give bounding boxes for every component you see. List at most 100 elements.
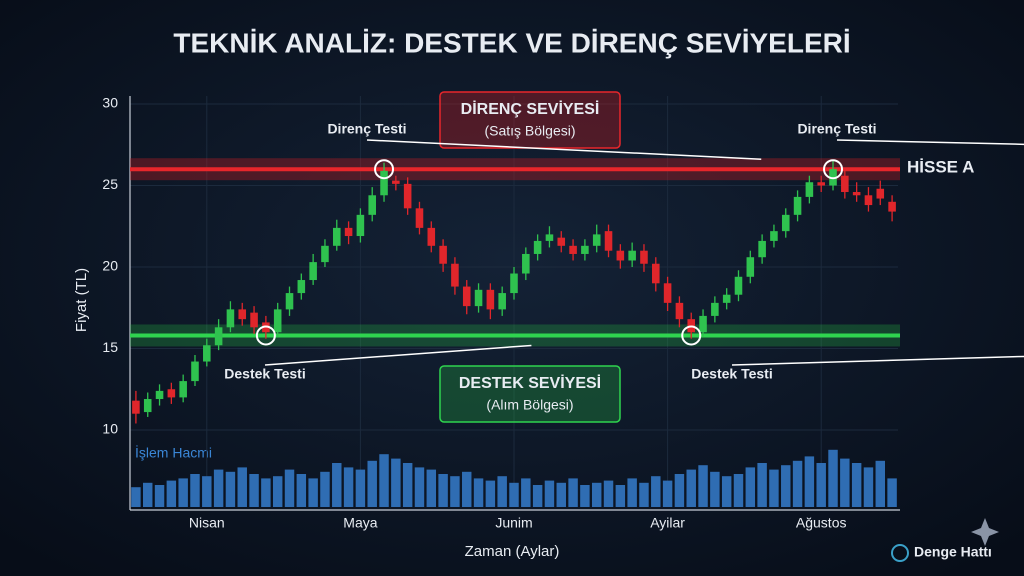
candle bbox=[273, 302, 282, 338]
candle bbox=[876, 180, 885, 206]
candle bbox=[427, 221, 436, 253]
volume-bar bbox=[343, 467, 354, 507]
series-label: HİSSE A bbox=[907, 157, 974, 176]
volume-bar bbox=[272, 476, 283, 507]
candle-body bbox=[462, 286, 471, 307]
x-tick-label: Nisan bbox=[189, 515, 225, 531]
candle-body bbox=[474, 289, 483, 307]
candle bbox=[143, 392, 152, 417]
volume-label: İşlem Hacmi bbox=[135, 444, 212, 461]
candle-body bbox=[167, 389, 176, 398]
candle bbox=[179, 374, 187, 403]
volume-bar bbox=[308, 478, 318, 507]
candle bbox=[321, 239, 329, 267]
candle bbox=[297, 273, 306, 300]
candle bbox=[462, 280, 471, 315]
volume-bar bbox=[781, 465, 791, 507]
candle-body bbox=[285, 293, 294, 310]
candle-body bbox=[356, 214, 365, 237]
volume-bar bbox=[556, 482, 566, 507]
zone-box bbox=[439, 365, 621, 423]
candle-body bbox=[309, 262, 317, 281]
logo-icon bbox=[891, 544, 909, 562]
candle-body bbox=[734, 276, 743, 295]
candle-body bbox=[332, 227, 341, 246]
test-label: Destek Testi bbox=[691, 366, 772, 382]
x-tick-label: Maya bbox=[343, 515, 377, 531]
volume-bar bbox=[816, 463, 826, 507]
candle bbox=[380, 162, 388, 202]
candle-body bbox=[545, 234, 554, 241]
candle bbox=[746, 250, 755, 284]
candle-body bbox=[888, 201, 896, 212]
y-axis-label: Fiyat (TL) bbox=[73, 268, 90, 332]
volume-bar bbox=[438, 474, 448, 507]
candle bbox=[781, 208, 790, 238]
candle-body bbox=[663, 283, 672, 303]
candle-body bbox=[143, 399, 152, 413]
volume-bar bbox=[320, 471, 330, 507]
candle bbox=[652, 257, 660, 292]
volume-bar bbox=[887, 478, 897, 507]
volume-bar bbox=[615, 485, 626, 507]
candle-body bbox=[581, 245, 589, 254]
candle bbox=[285, 286, 294, 316]
candle-body bbox=[616, 250, 625, 261]
volume-bar bbox=[296, 474, 307, 507]
volume-bar bbox=[249, 474, 259, 507]
candle-body bbox=[557, 237, 566, 246]
candle bbox=[214, 319, 223, 351]
candle bbox=[451, 257, 459, 295]
volume-bar bbox=[450, 476, 460, 507]
candle-body bbox=[746, 257, 755, 277]
volume-bar bbox=[627, 478, 637, 507]
y-tick-label: 25 bbox=[102, 176, 118, 192]
volume-bar bbox=[875, 460, 886, 507]
candle-body bbox=[321, 245, 329, 263]
test-label: Direnç Testi bbox=[327, 121, 406, 137]
test-arrow bbox=[836, 139, 1024, 146]
x-tick-label: Junim bbox=[495, 515, 532, 531]
candle-body bbox=[238, 309, 247, 320]
candle-body bbox=[427, 227, 436, 246]
chart-title: TEKNİK ANALİZ: DESTEK VE DİRENÇ SEVİYELE… bbox=[173, 27, 850, 58]
volume-bar bbox=[166, 480, 177, 507]
zone-subtitle: (Satış Bölgesi) bbox=[484, 123, 575, 139]
candle-body bbox=[699, 315, 707, 333]
volume-bar bbox=[497, 476, 507, 507]
volume-bar bbox=[225, 471, 236, 507]
volume-bar bbox=[686, 469, 696, 507]
candle-body bbox=[297, 280, 306, 294]
candle-body bbox=[770, 231, 778, 241]
volume-bar bbox=[792, 460, 803, 507]
volume-bar bbox=[603, 480, 614, 507]
volume-bar bbox=[733, 474, 744, 507]
volume-bar bbox=[710, 471, 720, 507]
candle-body bbox=[132, 400, 140, 414]
x-axis-label: Zaman (Aylar) bbox=[465, 543, 560, 560]
candle-body bbox=[722, 294, 731, 303]
candle bbox=[545, 226, 554, 248]
volume-bar bbox=[804, 456, 815, 507]
volume-bar bbox=[769, 469, 779, 507]
y-tick-label: 20 bbox=[102, 258, 118, 274]
candle-body bbox=[191, 361, 199, 382]
candle bbox=[592, 224, 601, 253]
candle bbox=[533, 234, 542, 261]
volume-bar bbox=[591, 482, 602, 507]
candle bbox=[356, 208, 365, 243]
candle-body bbox=[640, 250, 648, 264]
candle bbox=[557, 231, 566, 253]
test-arrow bbox=[731, 355, 1024, 366]
candle-body bbox=[805, 182, 814, 197]
volume-bar bbox=[851, 463, 862, 507]
candle bbox=[888, 195, 896, 222]
volume-bar bbox=[426, 469, 437, 507]
candle-body bbox=[203, 345, 211, 362]
volume-bar bbox=[544, 480, 555, 507]
zone-title: DESTEK SEVİYESİ bbox=[459, 374, 601, 392]
candle bbox=[226, 301, 235, 333]
candle bbox=[817, 175, 825, 193]
volume-bar bbox=[190, 474, 200, 507]
candle-body bbox=[533, 240, 542, 254]
